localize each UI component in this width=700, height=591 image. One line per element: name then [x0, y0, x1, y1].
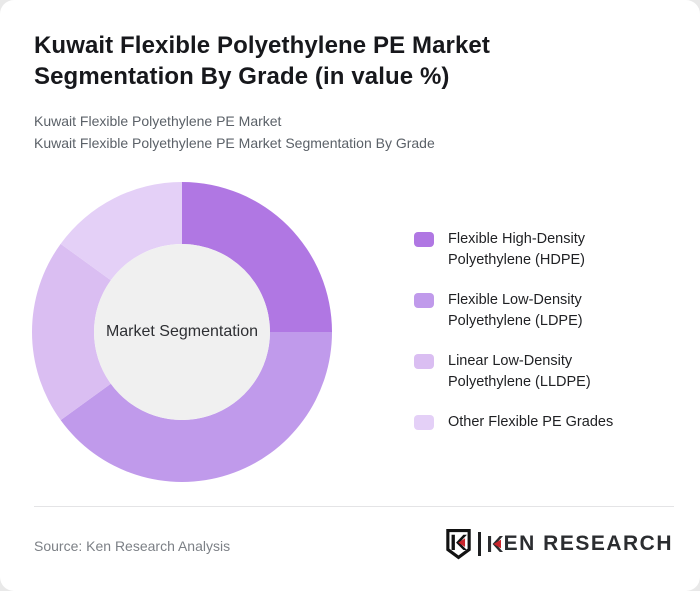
legend-swatch-icon	[414, 232, 434, 247]
legend-label: Flexible High-Density Polyethylene (HDPE…	[448, 231, 585, 268]
chart-legend: Flexible High-Density Polyethylene (HDPE…	[414, 229, 664, 452]
donut-svg	[32, 182, 332, 482]
legend-item-1: Flexible High-Density Polyethylene (HDPE…	[414, 229, 664, 271]
footer-divider	[34, 506, 674, 507]
ken-research-logo: EN RESEARCH	[446, 528, 673, 560]
donut-segment-4	[60, 182, 182, 281]
legend-swatch-icon	[414, 415, 434, 430]
legend-label: Flexible Low-Density Polyethylene (LDPE)	[448, 292, 583, 329]
donut-segment-2	[60, 332, 332, 482]
logo-divider-bar	[478, 532, 481, 556]
logo-brand-text: EN RESEARCH	[503, 532, 673, 555]
page-title: Kuwait Flexible Polyethylene PE Market S…	[34, 32, 490, 90]
subtitle-block: Kuwait Flexible Polyethylene PE Market K…	[34, 110, 664, 154]
legend-swatch-icon	[414, 293, 434, 308]
logo-k-glyph-icon	[487, 536, 503, 552]
ken-shield-icon	[446, 529, 471, 560]
legend-swatch-icon	[414, 354, 434, 369]
source-text: Source: Ken Research Analysis	[34, 538, 231, 554]
legend-item-2: Flexible Low-Density Polyethylene (LDPE)	[414, 290, 664, 332]
donut-segment-1	[182, 182, 332, 332]
legend-label: Linear Low-Density Polyethylene (LLDPE)	[448, 353, 591, 390]
legend-item-4: Other Flexible PE Grades	[414, 412, 664, 433]
donut-hole	[94, 244, 270, 420]
legend-label: Other Flexible PE Grades	[448, 414, 614, 430]
donut-chart: Market Segmentation	[32, 182, 332, 482]
subtitle-line-2: Kuwait Flexible Polyethylene PE Market S…	[34, 135, 435, 151]
legend-item-3: Linear Low-Density Polyethylene (LLDPE)	[414, 351, 664, 393]
donut-segment-3	[32, 243, 111, 421]
subtitle-line-1: Kuwait Flexible Polyethylene PE Market	[34, 113, 282, 129]
